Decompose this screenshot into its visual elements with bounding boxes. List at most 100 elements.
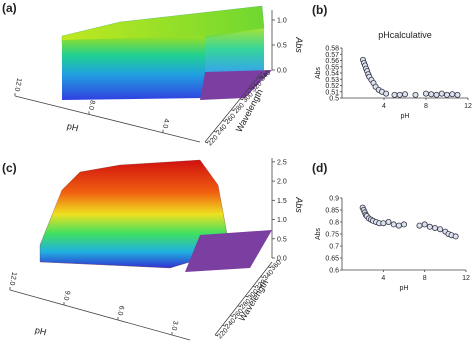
data-point bbox=[449, 91, 456, 98]
y-axis bbox=[204, 71, 263, 143]
y-tick-label: 0.9 bbox=[329, 196, 339, 203]
x-tick-label: 6.0 bbox=[116, 305, 125, 316]
x-axis-label: pH bbox=[66, 121, 80, 133]
y-tick bbox=[252, 285, 257, 288]
y-axis bbox=[214, 261, 273, 336]
y-tick-label: 0.53 bbox=[325, 77, 339, 84]
data-point bbox=[391, 91, 398, 98]
z-tick-label: 0.5 bbox=[277, 43, 287, 50]
data-point bbox=[452, 233, 459, 240]
x-tick-label: 12.0 bbox=[8, 271, 17, 286]
x-tick-label: 4 bbox=[382, 103, 386, 110]
y-tick bbox=[268, 266, 272, 269]
z-tick-label: 1.5 bbox=[277, 198, 287, 205]
x-axis bbox=[14, 95, 201, 143]
y-tick bbox=[204, 141, 209, 144]
z-tick-label: 0.0 bbox=[277, 68, 287, 75]
data-point bbox=[433, 91, 440, 98]
x-axis-label: pH bbox=[400, 285, 409, 292]
y-tick-label: 0.6 bbox=[329, 268, 339, 275]
data-point bbox=[437, 226, 444, 233]
x-tick-label: 8 bbox=[424, 103, 428, 110]
z-tick-label: 1.0 bbox=[277, 217, 287, 224]
data-point bbox=[400, 221, 407, 228]
y-tick-label: 220 bbox=[206, 134, 219, 147]
x-tick-label: 8.0 bbox=[87, 99, 96, 110]
z-axis-label: Abs bbox=[294, 36, 304, 53]
y-tick bbox=[213, 130, 217, 133]
y-tick bbox=[222, 324, 226, 327]
surface-a bbox=[61, 5, 272, 100]
z-axis-label: Abs bbox=[294, 196, 304, 213]
chart-title: pHcalculative bbox=[378, 30, 432, 40]
y-tick-label: 260 bbox=[224, 113, 237, 126]
panel-label: (c) bbox=[2, 161, 17, 175]
y-axis-label: Abs bbox=[315, 66, 322, 79]
data-point bbox=[401, 91, 408, 98]
y-tick bbox=[257, 77, 261, 79]
data-point bbox=[443, 91, 450, 98]
x-axis-label: pH bbox=[34, 325, 48, 337]
panel-label: (d) bbox=[312, 161, 327, 175]
y-tick bbox=[245, 295, 249, 298]
x-tick-label: 8 bbox=[423, 275, 427, 282]
x-tick-label: 12 bbox=[464, 103, 472, 110]
x-axis bbox=[9, 289, 191, 341]
data-point bbox=[426, 223, 433, 230]
surface-front bbox=[39, 159, 231, 269]
y-tick-label: 0.5 bbox=[329, 96, 339, 103]
y-tick bbox=[239, 98, 244, 101]
panel-label: (b) bbox=[312, 3, 327, 17]
x-tick-label: 9.0 bbox=[62, 290, 71, 301]
y-tick-label: 0.54 bbox=[325, 71, 339, 78]
y-tick bbox=[230, 315, 234, 317]
surface-floor bbox=[185, 230, 272, 272]
y-tick-label: 240 bbox=[215, 123, 228, 136]
y-tick-label: 0.56 bbox=[325, 58, 339, 65]
z-tick-label: 0.5 bbox=[277, 236, 287, 243]
y-tick bbox=[260, 276, 264, 278]
data-point bbox=[454, 91, 461, 98]
data-point bbox=[383, 90, 390, 97]
y-tick-label: 0.8 bbox=[329, 220, 339, 227]
x-tick-label: 3.0 bbox=[170, 320, 179, 331]
x-tick-label: 4.0 bbox=[161, 118, 170, 129]
data-point bbox=[438, 90, 445, 97]
data-point bbox=[395, 222, 402, 229]
y-tick bbox=[231, 109, 235, 112]
y-tick bbox=[214, 334, 219, 337]
y-tick-label: 0.65 bbox=[325, 256, 339, 263]
x-axis-label: pH bbox=[401, 113, 410, 120]
data-point bbox=[416, 222, 423, 229]
y-tick bbox=[248, 87, 252, 90]
surface-floor bbox=[200, 70, 272, 100]
z-tick-label: 1.0 bbox=[277, 18, 287, 25]
y-tick bbox=[237, 305, 241, 308]
z-tick-label: 0.0 bbox=[277, 256, 287, 263]
data-point bbox=[412, 91, 419, 98]
y-tick-label: 0.57 bbox=[325, 52, 339, 59]
data-point bbox=[422, 90, 429, 97]
data-point bbox=[380, 220, 387, 227]
data-point bbox=[428, 91, 435, 98]
y-tick-label: 0.75 bbox=[325, 232, 339, 239]
y-tick-label: 0.52 bbox=[325, 83, 339, 90]
y-tick bbox=[222, 120, 226, 122]
data-point bbox=[431, 224, 438, 231]
y-tick-label: 0.51 bbox=[325, 89, 339, 96]
data-point bbox=[396, 91, 403, 98]
panel-label: (a) bbox=[2, 1, 17, 15]
z-tick-label: 2.5 bbox=[277, 159, 287, 166]
surface-front bbox=[62, 36, 205, 100]
y-tick-label: 0.7 bbox=[329, 244, 339, 251]
data-point bbox=[390, 221, 397, 228]
y-tick-label: 0.55 bbox=[325, 64, 339, 71]
data-point bbox=[421, 221, 428, 228]
y-tick-label: 0.58 bbox=[325, 46, 339, 53]
surface-c bbox=[39, 159, 272, 272]
y-axis-label: Abs bbox=[315, 227, 322, 240]
z-tick-label: 2.0 bbox=[277, 179, 287, 186]
y-tick-label: 0.85 bbox=[325, 208, 339, 215]
